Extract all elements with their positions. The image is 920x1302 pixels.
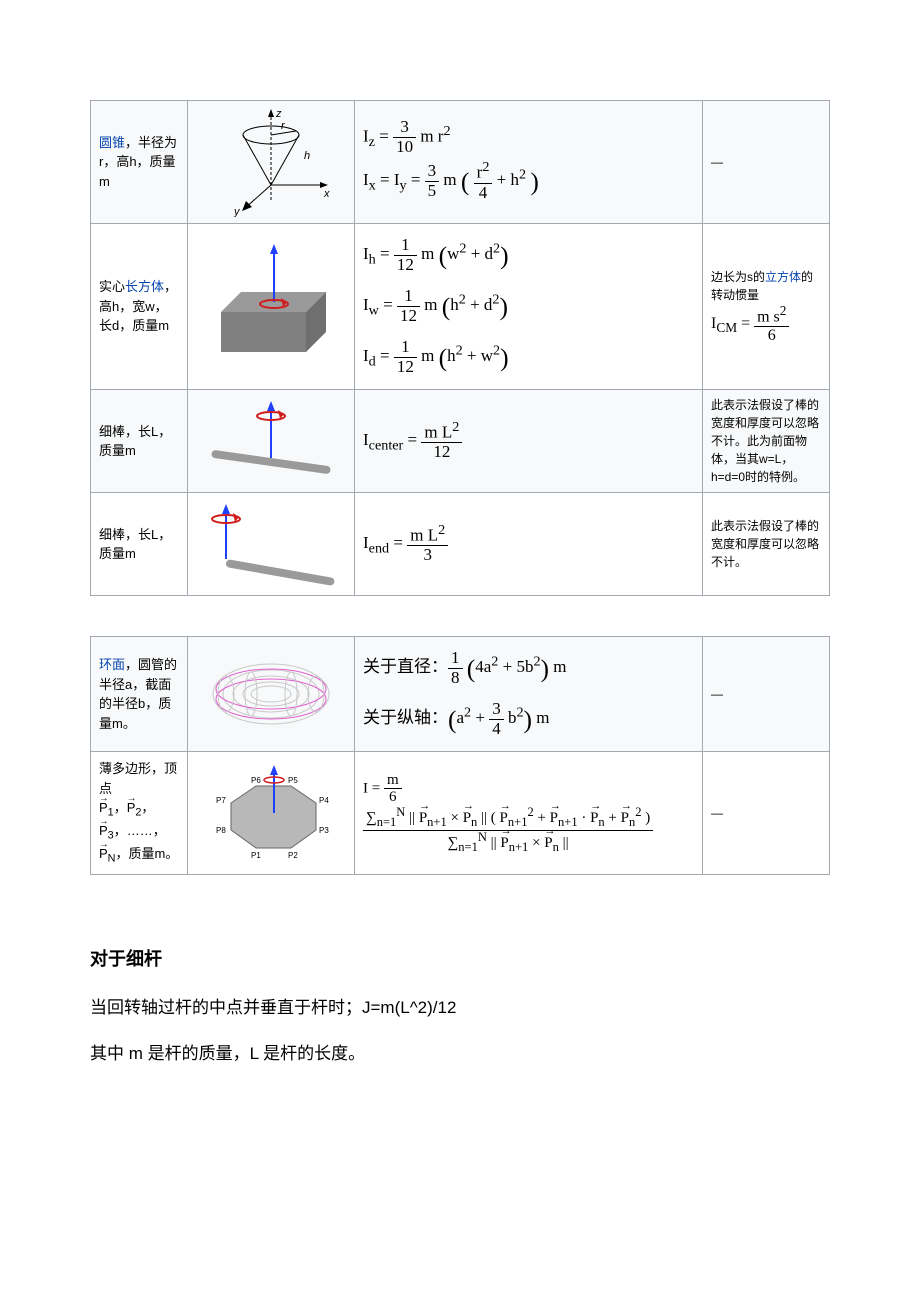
desc-cell: 圆锥，半径为r，高h，质量m — [91, 101, 188, 224]
svg-text:r: r — [281, 120, 286, 132]
desc-cell: 细棒，长L，质量m — [91, 390, 188, 493]
formula-cell: I = m6 ∑n=1N || Pn+1 × Pn || ( Pn+12 + P… — [355, 752, 703, 875]
torus-diagram — [196, 644, 346, 744]
figure-cell — [188, 390, 355, 493]
formula-cell: Icenter = m L212 — [355, 390, 703, 493]
figure-cell — [188, 224, 355, 390]
svg-text:h: h — [304, 150, 310, 162]
figure-cell: z x y r h — [188, 101, 355, 224]
table-row: 细棒，长L，质量m Icenter = m L212 此表示法假设了棒的宽度和厚… — [91, 390, 830, 493]
svg-text:x: x — [323, 188, 330, 200]
cone-diagram: z x y r h — [206, 107, 336, 217]
formula-cell: 关于直径：18 (4a2 + 5b2) m关于纵轴：(a2 + 34 b2) m — [355, 637, 703, 752]
formula-cell: Ih = 112 m (w2 + d2)Iw = 112 m (h2 + d2)… — [355, 224, 703, 390]
svg-text:P2: P2 — [288, 851, 298, 860]
polygon-diagram: P1 P2 P3 P4 P5 P6 P7 P8 — [196, 758, 346, 868]
table-row: 环面，圆管的半径a，截面的半径b，质量m。 关于直径：18 (4a2 — [91, 637, 830, 752]
figure-cell: P1 P2 P3 P4 P5 P6 P7 P8 — [188, 752, 355, 875]
rod-end-diagram — [196, 499, 346, 589]
desc-text: 实心 — [99, 279, 125, 294]
note-cell: 此表示法假设了棒的宽度和厚度可以忽略不计。 — [703, 493, 830, 596]
cuboid-link[interactable]: 长方体 — [125, 279, 164, 294]
rod-center-diagram — [196, 396, 346, 486]
svg-text:P6: P6 — [251, 776, 261, 785]
svg-text:y: y — [233, 206, 241, 217]
desc-cell: 实心长方体，高h，宽w，长d，质量m — [91, 224, 188, 390]
desc-cell: 细棒，长L，质量m — [91, 493, 188, 596]
desc-cell: 薄多边形，顶点P1，P2，P3，……，PN，质量m。 — [91, 752, 188, 875]
svg-text:P8: P8 — [216, 826, 226, 835]
desc-cell: 环面，圆管的半径a，截面的半径b，质量m。 — [91, 637, 188, 752]
body-text: 当回转轴过杆的中点并垂直于杆时；J=m(L^2)/12 — [90, 991, 830, 1025]
figure-cell — [188, 493, 355, 596]
svg-text:z: z — [275, 108, 282, 120]
note-cell: 边长为s的立方体的转动惯量ICM = m s26 — [703, 224, 830, 390]
svg-text:P7: P7 — [216, 796, 226, 805]
table-row: 薄多边形，顶点P1，P2，P3，……，PN，质量m。 P1 P2 P3 P4 P… — [91, 752, 830, 875]
body-text: 其中 m 是杆的质量，L 是杆的长度。 — [90, 1037, 830, 1071]
note-cell: 此表示法假设了棒的宽度和厚度可以忽略不计。此为前面物体，当其w=L，h=d=0时… — [703, 390, 830, 493]
svg-text:P1: P1 — [251, 851, 261, 860]
inertia-table-2: 环面，圆管的半径a，截面的半径b，质量m。 关于直径：18 (4a2 — [90, 636, 830, 875]
note-cell: — — [703, 752, 830, 875]
svg-text:P3: P3 — [319, 826, 329, 835]
svg-text:P5: P5 — [288, 776, 298, 785]
note-cell: — — [703, 637, 830, 752]
section-heading: 对于细杆 — [90, 945, 830, 971]
table-row: 圆锥，半径为r，高h，质量m z x y r — [91, 101, 830, 224]
note-cell: — — [703, 101, 830, 224]
table-row: 细棒，长L，质量m Iend = m L23 此表示法假设了棒的宽度和厚度可以忽… — [91, 493, 830, 596]
inertia-table-1: 圆锥，半径为r，高h，质量m z x y r — [90, 100, 830, 596]
cone-link[interactable]: 圆锥 — [99, 135, 125, 150]
formula-cell: Iend = m L23 — [355, 493, 703, 596]
formula-cell: Iz = 310 m r2Ix = Iy = 35 m ( r24 + h2 ) — [355, 101, 703, 224]
figure-cell — [188, 637, 355, 752]
page: 圆锥，半径为r，高h，质量m z x y r — [0, 0, 920, 1143]
svg-text:P4: P4 — [319, 796, 329, 805]
cuboid-diagram — [196, 242, 346, 372]
torus-link[interactable]: 环面 — [99, 657, 125, 672]
table-row: 实心长方体，高h，宽w，长d，质量m Ih = 112 m (w2 + d2)I… — [91, 224, 830, 390]
